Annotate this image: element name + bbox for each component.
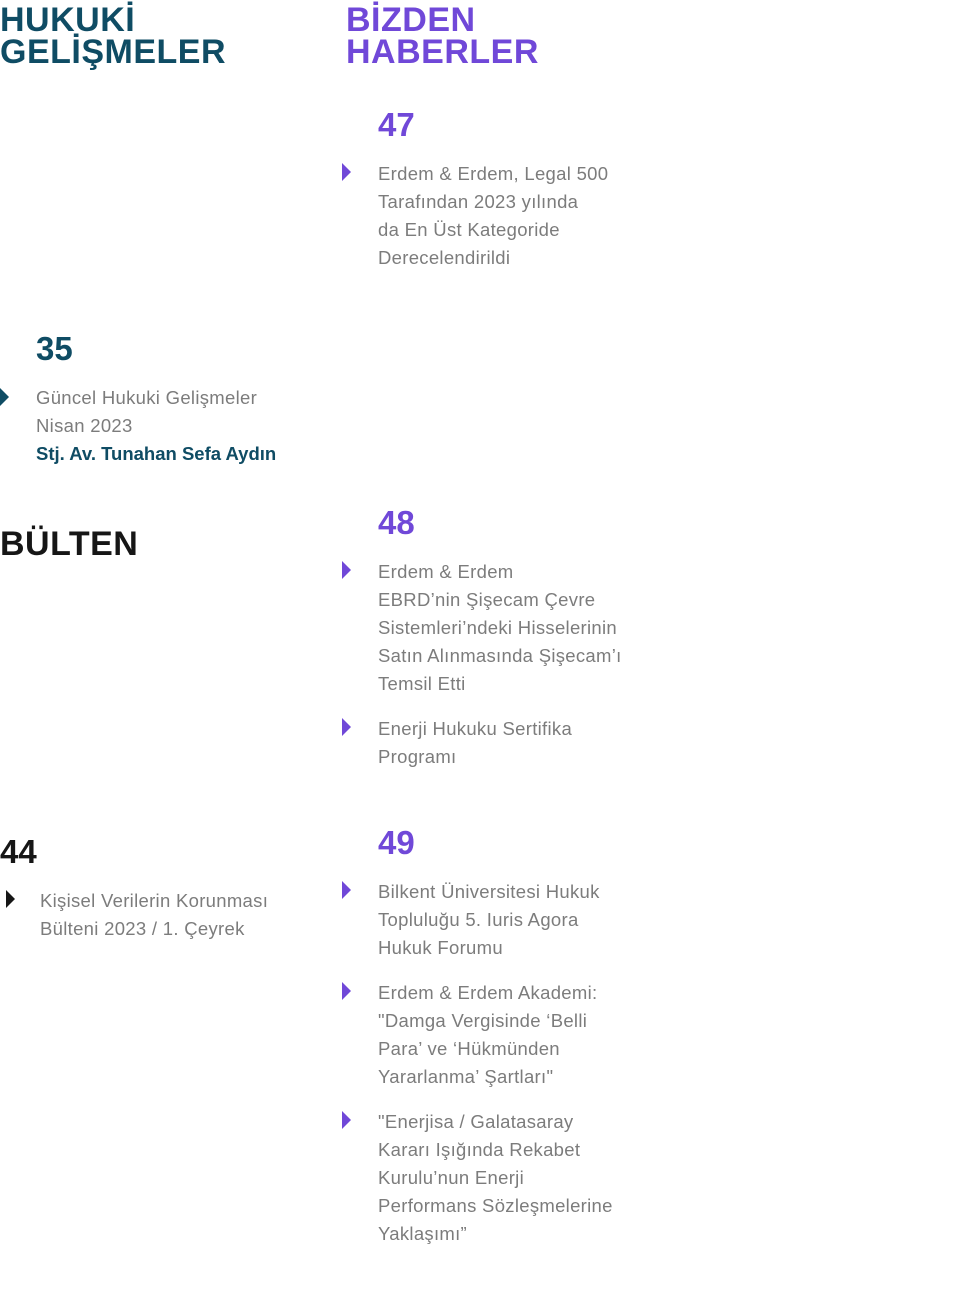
toc-entry-title[interactable]: Erdem & Erdem, Legal 500 Tarafından 2023…: [378, 163, 609, 268]
triangle-bullet-icon: [342, 163, 351, 181]
section-heading-bulten: BÜLTEN: [0, 525, 139, 563]
triangle-bullet-icon: [6, 890, 15, 908]
page-number-35[interactable]: 35: [36, 330, 73, 367]
toc-entry-title[interactable]: Erdem & Erdem EBRD’nin Şişecam Çevre Sis…: [378, 561, 622, 694]
heading-line: HUKUKİ: [0, 1, 136, 39]
toc-entry-author: Stj. Av. Tunahan Sefa Aydın: [36, 443, 277, 464]
page-number-49[interactable]: 49: [378, 824, 415, 861]
triangle-bullet-icon: [342, 561, 351, 579]
page-number-44[interactable]: 44: [0, 833, 37, 870]
heading-line: HABERLER: [346, 33, 539, 71]
triangle-bullet-icon: [0, 388, 9, 406]
toc-entry-title[interactable]: Güncel Hukuki Gelişmeler Nisan 2023: [36, 387, 258, 436]
toc-entry-title[interactable]: Kişisel Verilerin Korunması Bülteni 2023…: [40, 890, 269, 939]
toc-entry-title[interactable]: Enerji Hukuku Sertifika Programı: [378, 718, 573, 767]
triangle-bullet-icon: [342, 1111, 351, 1129]
toc-entry-title[interactable]: "Enerjisa / Galatasaray Kararı Işığında …: [378, 1111, 613, 1244]
section-heading-bizden-haberler: BİZDEN HABERLER: [346, 1, 539, 71]
toc-entry-title[interactable]: Erdem & Erdem Akademi: "Damga Vergisinde…: [378, 982, 598, 1087]
triangle-bullet-icon: [342, 718, 351, 736]
heading-line: GELİŞMELER: [0, 33, 227, 71]
toc-entry-title[interactable]: Bilkent Üniversitesi Hukuk Topluluğu 5. …: [378, 881, 600, 958]
page-number-47[interactable]: 47: [378, 106, 415, 143]
page-number-48[interactable]: 48: [378, 504, 415, 541]
section-heading-hukuki-gelismeler: HUKUKİ GELİŞMELER: [0, 1, 227, 71]
heading-line: BİZDEN: [346, 1, 476, 39]
triangle-bullet-icon: [342, 982, 351, 1000]
triangle-bullet-icon: [342, 881, 351, 899]
